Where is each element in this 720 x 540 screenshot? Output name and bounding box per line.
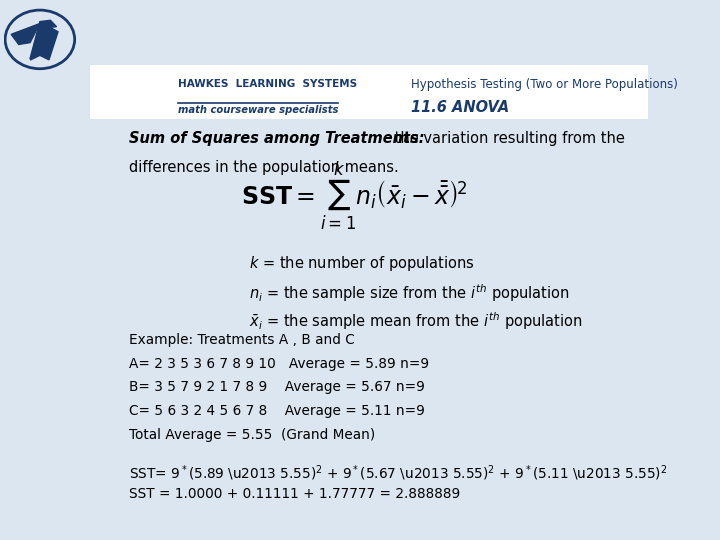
Polygon shape xyxy=(12,23,40,44)
Text: Hypothesis Testing (Two or More Populations): Hypothesis Testing (Two or More Populati… xyxy=(411,78,678,91)
Text: $\mathbf{SST} = \sum_{i=1}^{k} n_i \left(\bar{x}_i - \bar{\bar{x}}\right)^{\!2}$: $\mathbf{SST} = \sum_{i=1}^{k} n_i \left… xyxy=(240,159,467,232)
Text: A= 2 3 5 3 6 7 8 9 10   Average = 5.89 n=9: A= 2 3 5 3 6 7 8 9 10 Average = 5.89 n=9 xyxy=(129,357,429,370)
Text: SST = 1.0000 + 0.11111 + 1.77777 = 2.888889: SST = 1.0000 + 0.11111 + 1.77777 = 2.888… xyxy=(129,487,460,501)
Text: $\bar{x}_i$ = the sample mean from the $i^{th}$ population: $\bar{x}_i$ = the sample mean from the $… xyxy=(249,310,582,332)
Polygon shape xyxy=(40,21,57,28)
Text: C= 5 6 3 2 4 5 6 7 8    Average = 5.11 n=9: C= 5 6 3 2 4 5 6 7 8 Average = 5.11 n=9 xyxy=(129,404,425,418)
Text: SST= 9$^*$(5.89 \u2013 5.55)$^2$ + 9$^*$(5.67 \u2013 5.55)$^2$ + 9$^*$(5.11 \u20: SST= 9$^*$(5.89 \u2013 5.55)$^2$ + 9$^*$… xyxy=(129,463,667,483)
Text: math courseware specialists: math courseware specialists xyxy=(178,105,338,115)
Text: $k$ = the number of populations: $k$ = the number of populations xyxy=(249,254,475,273)
Text: $n_i$ = the sample size from the $i^{th}$ population: $n_i$ = the sample size from the $i^{th}… xyxy=(249,282,570,304)
Polygon shape xyxy=(30,22,58,60)
FancyBboxPatch shape xyxy=(90,65,648,119)
Text: Example: Treatments A , B and C: Example: Treatments A , B and C xyxy=(129,333,355,347)
Text: Total Average = 5.55  (Grand Mean): Total Average = 5.55 (Grand Mean) xyxy=(129,428,375,442)
Text: Sum of Squares among Treatments:: Sum of Squares among Treatments: xyxy=(129,131,425,146)
Text: B= 3 5 7 9 2 1 7 8 9    Average = 5.67 n=9: B= 3 5 7 9 2 1 7 8 9 Average = 5.67 n=9 xyxy=(129,380,425,394)
Text: differences in the population means.: differences in the population means. xyxy=(129,160,399,174)
Text: the variation resulting from the: the variation resulting from the xyxy=(390,131,625,146)
Text: 11.6 ANOVA: 11.6 ANOVA xyxy=(411,100,509,114)
Text: HAWKES  LEARNING  SYSTEMS: HAWKES LEARNING SYSTEMS xyxy=(178,79,357,89)
